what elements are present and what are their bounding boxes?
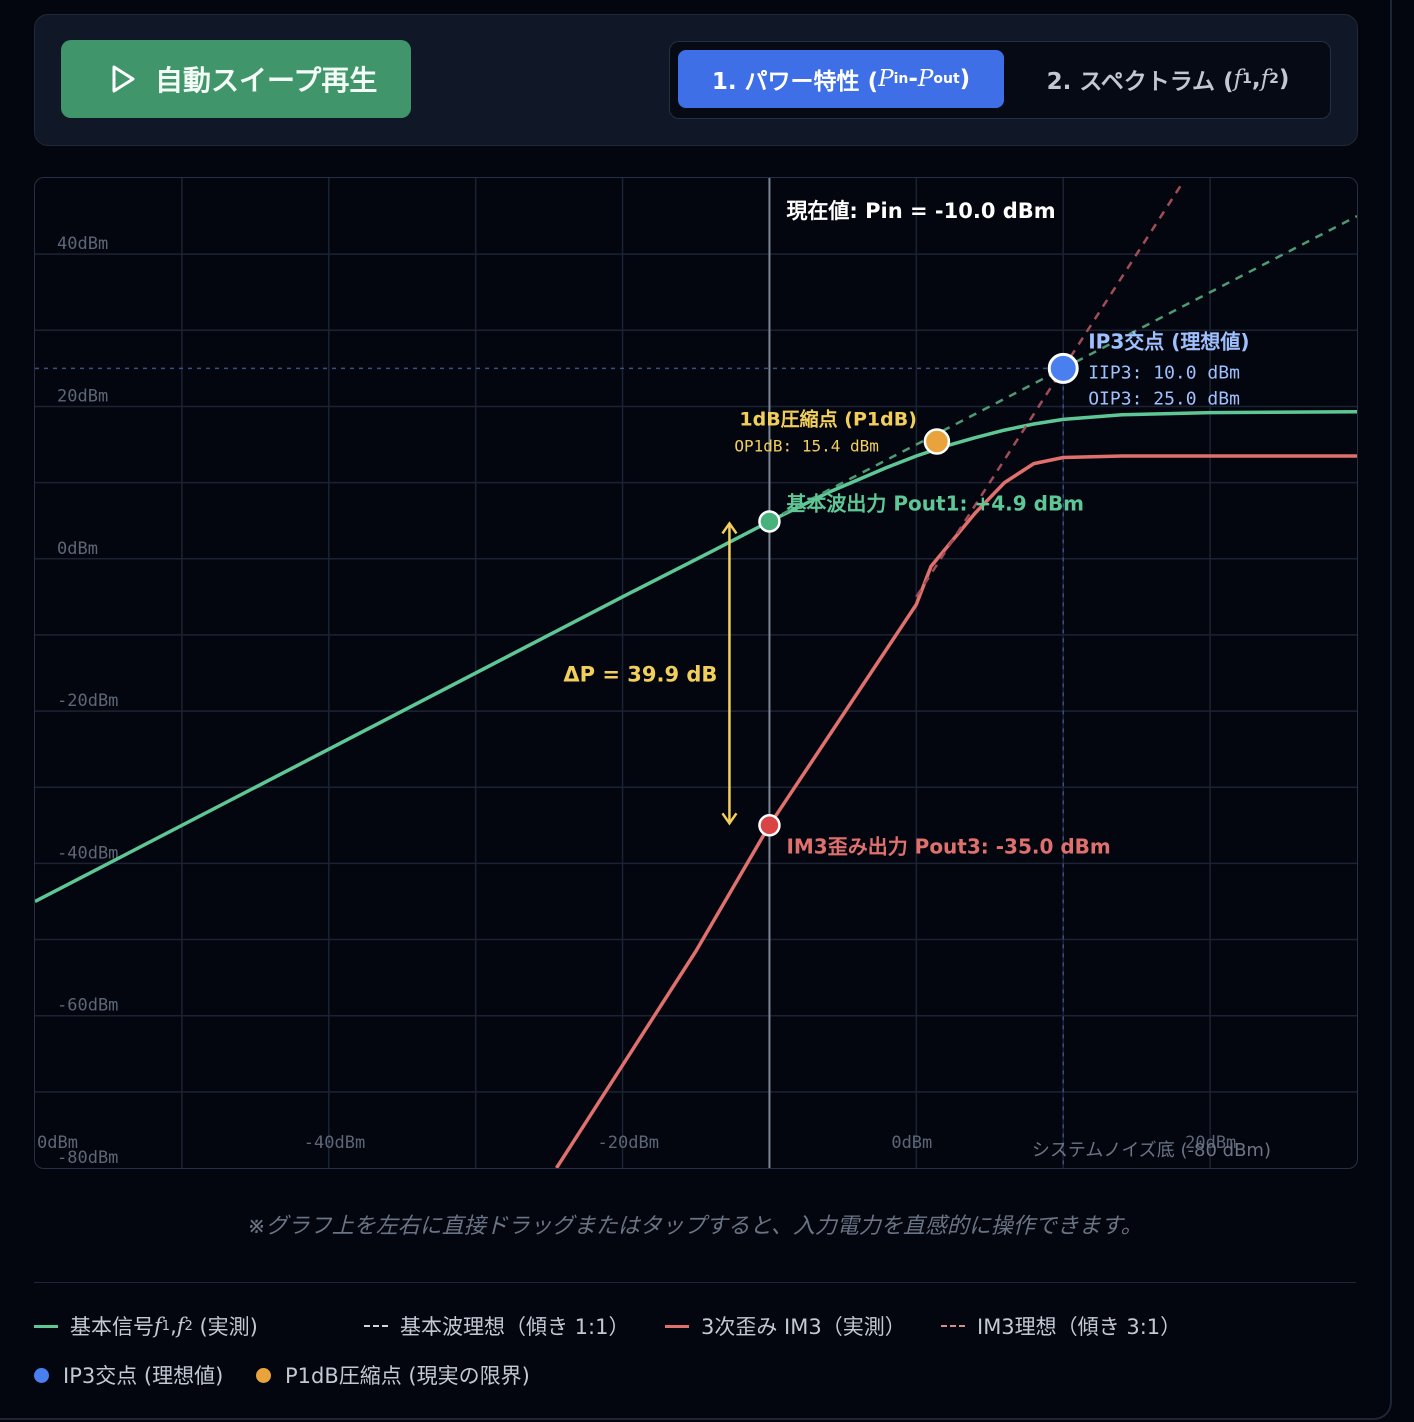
tab1-p: P (878, 66, 894, 92)
legend-fund-sub1: 1 (161, 1318, 171, 1334)
power-chart[interactable]: 40dBm 20dBm 0dBm -20dBm -40dBm -60dBm -80dBm 0d… (34, 177, 1358, 1169)
delta-arrow-head-bottom (721, 812, 738, 826)
x-tick-label: -40dBm (304, 1133, 365, 1153)
ip3-title: IP3交点 (理想値) (1088, 329, 1249, 353)
tab2-f2: f (1260, 66, 1270, 92)
legend-im3-swatch (665, 1324, 689, 1328)
delta-arrow-head-top (721, 521, 738, 535)
tab1-p2: P (917, 66, 934, 92)
tab2-sub2: 2 (1269, 71, 1279, 87)
series-im3 (555, 454, 1357, 1168)
p1db-marker (923, 428, 951, 455)
y-tick-label: 20dBm (57, 386, 108, 406)
legend-im3-label: 3次歪み IM3（実測） (701, 1315, 906, 1339)
legend-fund-f2: f (176, 1314, 185, 1338)
tab1-prefix: 1. パワー特性 ( (711, 69, 879, 95)
x-tick-label: -20dBm (598, 1133, 659, 1153)
y-tick-label: -60dBm (57, 996, 118, 1016)
tab1-dash: - (908, 66, 918, 92)
tab1-suffix: ) (959, 66, 971, 92)
legend-fundamental-ideal: 基本波理想（傾き 1:1） (364, 1311, 629, 1341)
series-fund (35, 410, 1357, 904)
play-icon (112, 65, 135, 93)
oip3-value: OIP3: 25.0 dBm (1088, 388, 1240, 409)
markers (721, 352, 1079, 837)
legend-fund-suffix: (実測) (192, 1315, 258, 1339)
delta-label: ΔP = 39.9 dB (563, 662, 717, 686)
legend-ip3: IP3交点 (理想値) (34, 1360, 223, 1390)
legend-im3: 3次歪み IM3（実測） (665, 1311, 906, 1341)
legend-fund-prefix: 基本信号 (70, 1315, 154, 1339)
drag-hint: ※グラフ上を左右に直接ドラッグまたはタップすると、入力電力を直感的に操作できます… (247, 1214, 1143, 1239)
legend-fund-ideal-swatch (364, 1325, 388, 1327)
legend-fund-f1: f (154, 1314, 162, 1338)
y-tick-label: -20dBm (57, 691, 118, 711)
op1db-value: OP1dB: 15.4 dBm (734, 436, 879, 455)
legend-p1db-dot (256, 1367, 271, 1383)
legend-p1db: P1dB圧縮点 (現実の限界) (256, 1360, 530, 1390)
y-tick-label: 0dBm (57, 539, 98, 559)
tab-spectrum[interactable]: 2. スペクトラム (f 1, f 2) (1014, 50, 1322, 108)
series-im3_ideal (915, 184, 1182, 598)
legend-im3-ideal-swatch (941, 1325, 965, 1327)
current-value-label: 現在値: Pin = -10.0 dBm (786, 199, 1055, 223)
chart-svg[interactable]: 40dBm20dBm0dBm-20dBm-40dBm-60dBm-80dBm0d… (35, 178, 1357, 1168)
fund-output-label: 基本波出力 Pout1: +4.9 dBm (786, 491, 1084, 515)
legend-im3-ideal: IM3理想（傾き 3:1） (941, 1311, 1181, 1341)
legend-im3-ideal-label: IM3理想（傾き 3:1） (977, 1315, 1182, 1339)
im3-output-marker (758, 814, 781, 837)
tab2-f1: f (1233, 66, 1243, 92)
x-tick-label: 0dBm (37, 1133, 78, 1153)
legend-fund-comma: , (170, 1314, 177, 1338)
ip3-marker (1047, 352, 1079, 384)
tab1-out-sub: out (933, 71, 960, 87)
legend-ip3-label: IP3交点 (理想値) (63, 1364, 224, 1388)
tab2-suffix: ) (1278, 66, 1290, 92)
x-tick-label: 20dBm (1185, 1133, 1236, 1153)
legend-fund-swatch (34, 1324, 58, 1328)
legend-ip3-dot (34, 1367, 49, 1383)
tab2-comma: , (1251, 66, 1261, 92)
y-tick-label: -40dBm (57, 843, 118, 863)
tab1-in-sub: in (893, 71, 909, 87)
tab2-prefix: 2. スペクトラム ( (1046, 69, 1234, 95)
fund-output-marker (758, 510, 781, 533)
legend-p1db-label: P1dB圧縮点 (現実の限界) (285, 1364, 530, 1388)
labels: 現在値: Pin = -10.0 dBm IP3交点 (理想値) IIP3: 10.… (563, 199, 1271, 1161)
tab2-sub1: 1 (1242, 71, 1252, 87)
legend-fund-ideal-label: 基本波理想（傾き 1:1） (400, 1315, 630, 1339)
y-tick-label: 40dBm (57, 234, 108, 254)
x-tick-label: 0dBm (891, 1133, 932, 1153)
iip3-value: IIP3: 10.0 dBm (1088, 362, 1240, 383)
legend-fund-sub2: 2 (184, 1318, 193, 1334)
y-tick-label: -80dBm (57, 1148, 118, 1168)
guide-lines (35, 178, 1064, 1168)
play-button-label: 自動スイープ再生 (155, 65, 378, 96)
legend-divider (34, 1282, 1356, 1283)
p1db-title: 1dB圧縮点 (P1dB) (739, 407, 917, 430)
noise-floor-label: システムノイズ底 (-80 dBm) (1032, 1140, 1271, 1161)
im3-output-label: IM3歪み出力 Pout3: -35.0 dBm (786, 834, 1110, 858)
auto-sweep-play-button[interactable]: 自動スイープ再生 (61, 40, 411, 118)
